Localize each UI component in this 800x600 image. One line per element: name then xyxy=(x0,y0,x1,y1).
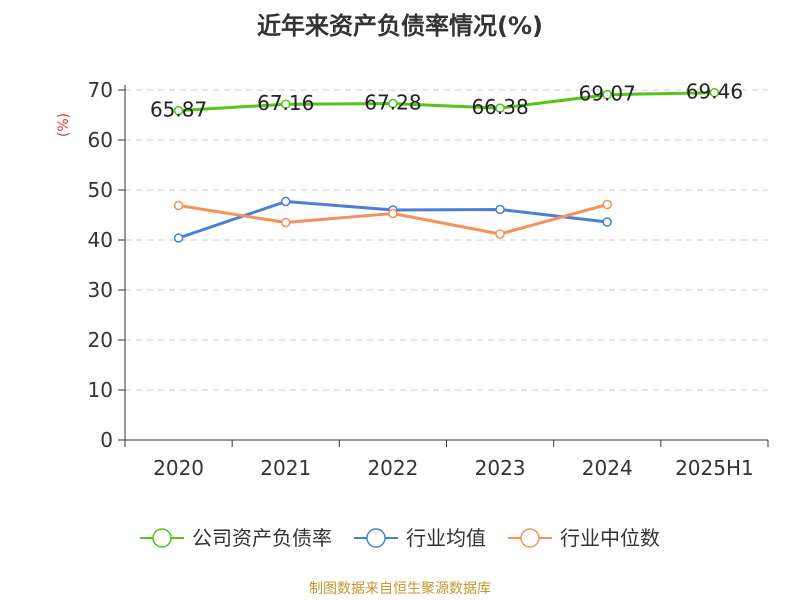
grid-lines xyxy=(125,89,768,391)
data-point xyxy=(173,105,184,116)
legend-circle-icon xyxy=(520,528,540,548)
data-labels: 65.87 67.16 67.28 66.38 69.07 69.46 xyxy=(150,80,743,122)
y-tick-label: 40 xyxy=(88,228,113,252)
chart-title: 近年来资产负债率情况(%) xyxy=(257,12,543,40)
y-tick-label: 30 xyxy=(88,278,113,302)
data-label: 69.07 xyxy=(579,82,636,106)
data-point xyxy=(602,217,612,227)
y-tick-label: 50 xyxy=(88,178,113,202)
y-tick-label: 20 xyxy=(88,328,113,352)
data-point xyxy=(173,233,184,243)
legend-circle-icon xyxy=(152,528,172,548)
legend-item: 行业中位数 xyxy=(508,526,660,550)
data-label: 67.28 xyxy=(364,91,421,115)
series-lines xyxy=(173,87,720,243)
x-tick-label: 2020 xyxy=(153,456,204,480)
y-tick-label: 60 xyxy=(88,128,113,152)
x-tick-label: 2023 xyxy=(475,456,526,480)
data-label: 66.38 xyxy=(471,95,528,119)
x-tick-label: 2021 xyxy=(260,456,311,480)
data-label: 65.87 xyxy=(150,98,207,122)
y-unit-label: (%) xyxy=(56,113,72,137)
data-point xyxy=(281,99,291,109)
legend-circle-icon xyxy=(366,528,386,548)
x-tick-label: 2025H1 xyxy=(675,456,754,480)
data-point xyxy=(173,200,184,211)
data-point xyxy=(281,217,291,228)
source-note: 制图数据来自恒生聚源数据库 xyxy=(309,581,491,597)
y-tick-label: 70 xyxy=(88,78,113,102)
legend-item: 行业均值 xyxy=(354,526,486,550)
data-point xyxy=(602,89,612,100)
x-tick-label: 2022 xyxy=(367,456,418,480)
data-label: 69.46 xyxy=(686,80,743,104)
data-point xyxy=(495,229,505,239)
y-tick-label: 10 xyxy=(88,378,113,402)
legend-item: 公司资产负债率 xyxy=(140,526,332,550)
legend-label: 公司资产负债率 xyxy=(192,526,332,550)
y-tick-label: 0 xyxy=(100,428,113,452)
data-point xyxy=(281,196,291,207)
axes: 0 10 20 30 40 50 60 70 2020 2021 2022 2023 2024 2025H… xyxy=(88,78,769,480)
legend: 公司资产负债率 行业均值 行业中位数 xyxy=(140,526,660,550)
x-tick-label: 2024 xyxy=(582,456,633,480)
series-line-0 xyxy=(178,91,715,113)
data-point xyxy=(709,87,720,98)
data-label: 67.16 xyxy=(257,91,314,115)
legend-label: 行业中位数 xyxy=(560,526,660,550)
data-point xyxy=(495,204,505,215)
data-point xyxy=(388,208,398,219)
data-point xyxy=(495,103,505,113)
legend-label: 行业均值 xyxy=(406,526,486,550)
data-point xyxy=(388,98,398,109)
data-point xyxy=(602,199,612,210)
